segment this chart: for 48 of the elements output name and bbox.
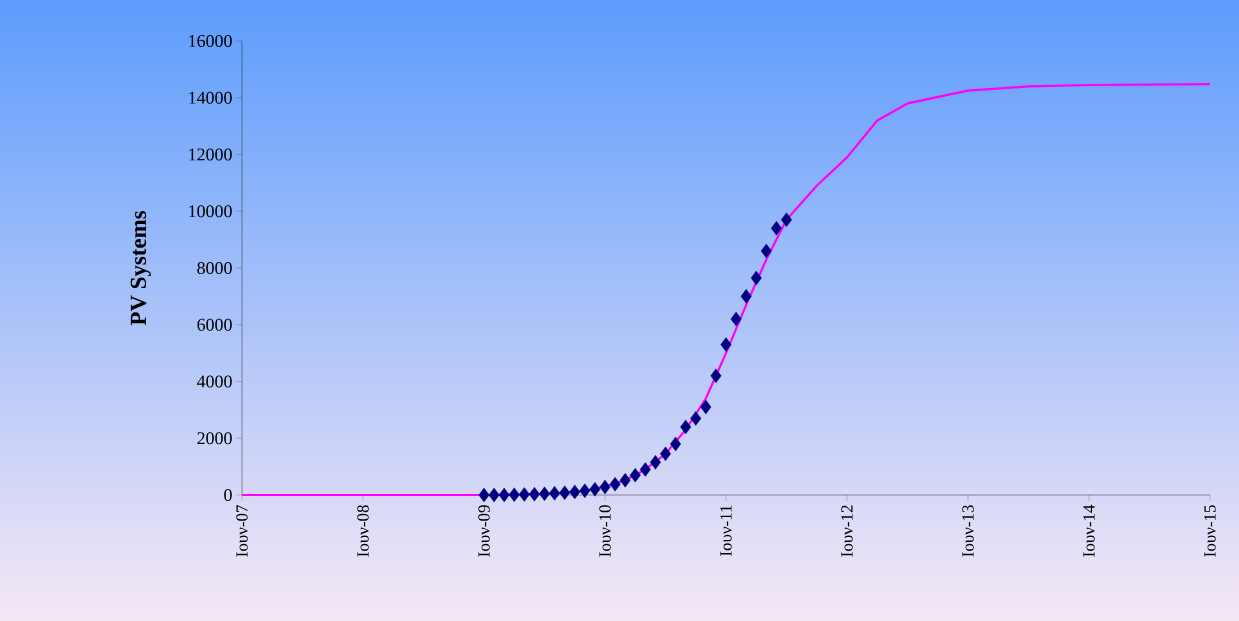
x-tick-label: Ιουν-10 [599,505,611,557]
point [680,419,692,435]
point [498,487,510,503]
point [740,289,752,304]
point [690,411,702,426]
y-tick-label: 8000 [197,261,232,275]
point [639,462,651,477]
point [478,487,490,503]
y-tick-label: 10000 [189,205,232,218]
point [508,487,520,502]
y-axis-title: PV Systems [130,210,151,326]
point [700,399,712,415]
y-tick-label: 16000 [189,34,232,48]
point [559,485,571,500]
point [579,483,591,498]
point [569,484,581,500]
point [549,486,561,501]
point [649,455,661,470]
y-tick-label: 4000 [196,375,232,388]
x-tick-label: Ιουν-07 [236,505,248,557]
point [710,368,722,384]
x-tick-label: Ιουν-13 [962,505,974,557]
x-tick-label: Ιουν-14 [1083,504,1095,557]
point [760,243,772,259]
y-tick-label: 2000 [197,432,232,445]
x-tick-label: Ιουν-12 [841,505,853,557]
point [670,436,682,452]
x-tick-label: Ιουν-08 [357,505,369,557]
point [599,479,611,495]
y-tick-label: 0 [224,488,232,502]
point [720,337,732,352]
point [781,212,792,227]
point [589,482,601,497]
point [750,270,762,286]
point [770,221,782,236]
point [609,477,621,492]
y-tick-label: 6000 [197,318,232,331]
point [629,467,641,483]
y-tick-label: 12000 [189,148,232,161]
point [730,311,742,327]
x-tick-label: Ιουν-15 [1204,505,1216,557]
y-tick-label: 14000 [189,91,232,104]
point [619,473,631,488]
point [528,486,540,502]
point [488,487,500,503]
x-tick-label: Ιουν-11 [720,505,732,557]
point [518,487,530,502]
x-tick-label: Ιουν-09 [478,505,490,557]
